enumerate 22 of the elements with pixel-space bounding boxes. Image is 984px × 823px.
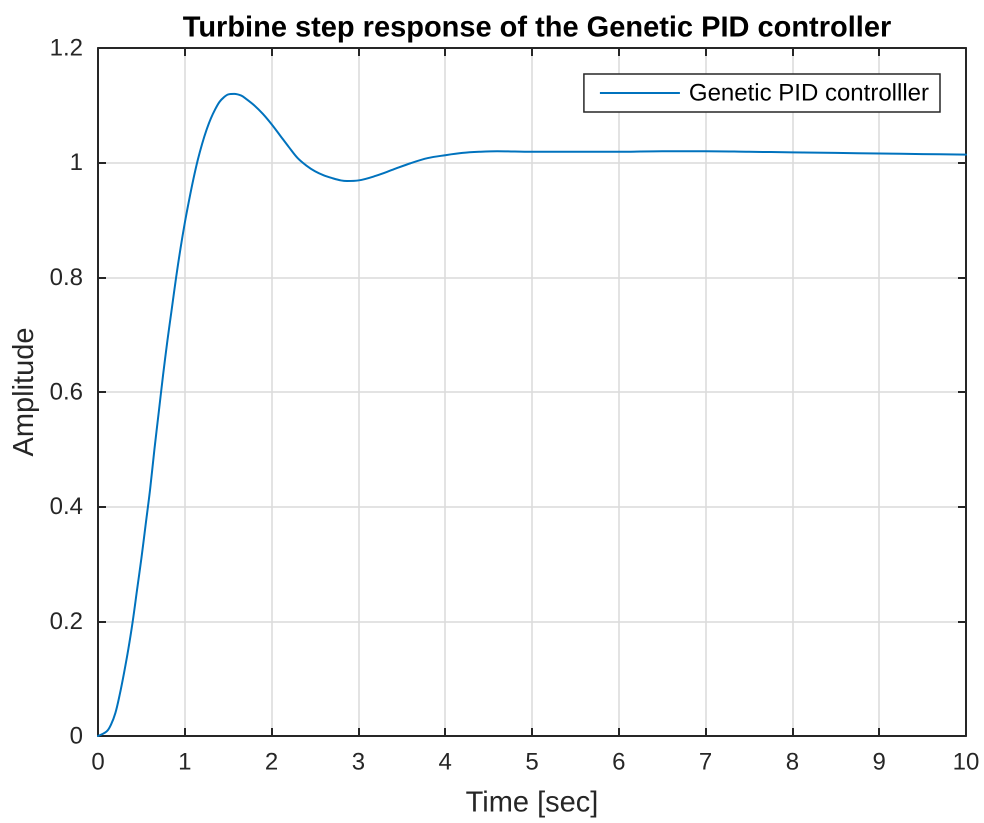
x-tick-label: 3	[352, 748, 366, 776]
y-tick-label: 0.4	[50, 493, 83, 520]
legend-label: Genetic PID controlller	[688, 80, 930, 106]
x-tick-label: 1	[178, 748, 192, 776]
y-tick-label: 0	[70, 722, 83, 750]
x-axis-title: Time [sec]	[466, 786, 598, 818]
x-tick-label: 8	[786, 748, 800, 776]
x-tick-label: 9	[872, 748, 886, 776]
y-tick-label: 1.2	[50, 34, 83, 62]
x-tick-label: 2	[264, 748, 278, 776]
y-axis-title: Amplitude	[8, 328, 40, 456]
y-tick-label: 1	[70, 149, 83, 176]
x-tick-label: 4	[438, 748, 452, 776]
y-tick-label: 0.6	[50, 378, 83, 406]
x-tick-label: 7	[698, 748, 712, 776]
x-tick-label: 5	[525, 748, 539, 776]
chart-title: Turbine step response of the Genetic PID controller	[182, 12, 892, 44]
y-tick-label: 0.2	[50, 608, 83, 635]
y-tick-label: 0.8	[50, 264, 83, 291]
x-tick-label: 10	[952, 748, 980, 776]
x-tick-label: 0	[91, 748, 105, 776]
x-tick-label: 6	[612, 748, 626, 776]
